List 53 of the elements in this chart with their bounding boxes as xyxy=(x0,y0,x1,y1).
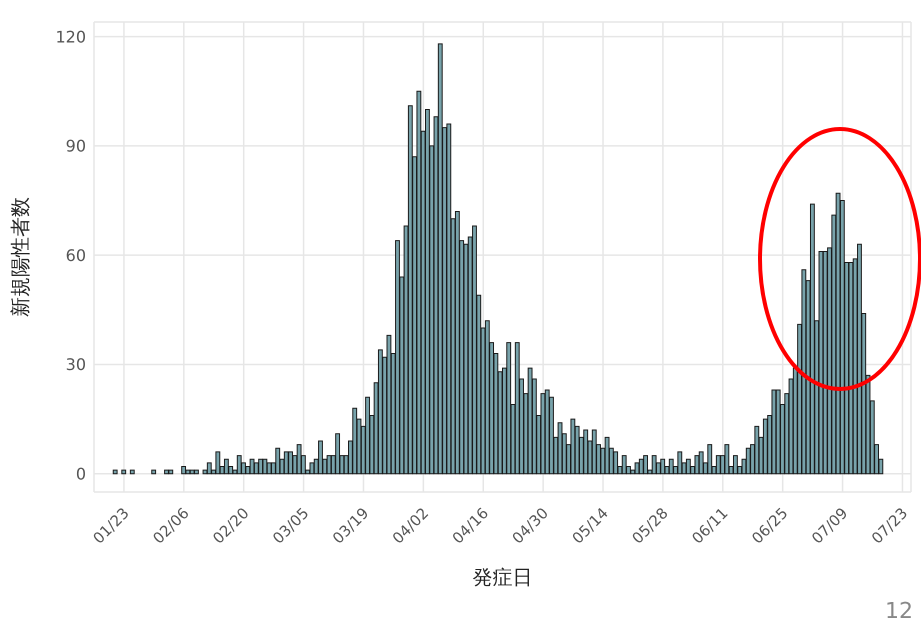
bar xyxy=(652,455,657,474)
y-tick-label: 30 xyxy=(66,355,86,374)
bar xyxy=(250,458,254,474)
bar xyxy=(168,470,174,474)
bar xyxy=(724,444,730,474)
text: 12 xyxy=(885,599,913,620)
bar xyxy=(634,462,640,474)
bar xyxy=(395,240,400,474)
bar xyxy=(660,458,666,474)
bar xyxy=(215,451,220,474)
bar xyxy=(288,451,293,474)
bar xyxy=(181,466,186,474)
bar xyxy=(326,455,332,474)
bar xyxy=(818,251,824,474)
bar xyxy=(694,455,700,474)
bar xyxy=(318,440,323,474)
bar xyxy=(732,455,738,474)
y-tick-label: 90 xyxy=(66,136,86,156)
bar xyxy=(112,470,118,474)
y-tick-label: 0 xyxy=(76,464,86,484)
bar xyxy=(857,244,862,474)
bar xyxy=(771,389,776,474)
bar xyxy=(206,462,212,474)
bar xyxy=(622,455,627,474)
bar xyxy=(848,262,854,474)
bar xyxy=(707,444,712,474)
bar xyxy=(266,462,272,474)
bar xyxy=(151,470,156,474)
bar xyxy=(528,368,533,474)
y-axis-title: 新規陽性者数 xyxy=(8,197,32,317)
bar xyxy=(365,396,370,474)
bar xyxy=(164,470,169,474)
bar xyxy=(190,470,195,474)
bar xyxy=(335,433,340,474)
bar xyxy=(604,436,610,474)
y-tick-label: 60 xyxy=(66,246,86,265)
bar xyxy=(558,422,562,474)
bar xyxy=(643,455,648,474)
bar xyxy=(185,470,190,474)
y-tick-label: 120 xyxy=(55,27,86,46)
bar xyxy=(472,226,477,474)
bar xyxy=(130,470,135,474)
x-axis-title: 発症日 xyxy=(472,565,532,589)
bar xyxy=(686,458,691,474)
bar xyxy=(121,470,126,474)
bar xyxy=(262,458,268,474)
bar xyxy=(296,444,302,474)
bar xyxy=(258,458,264,474)
bar xyxy=(613,451,618,474)
bar xyxy=(668,458,674,474)
bar xyxy=(810,204,815,474)
bar xyxy=(224,458,229,474)
bar xyxy=(540,393,546,474)
